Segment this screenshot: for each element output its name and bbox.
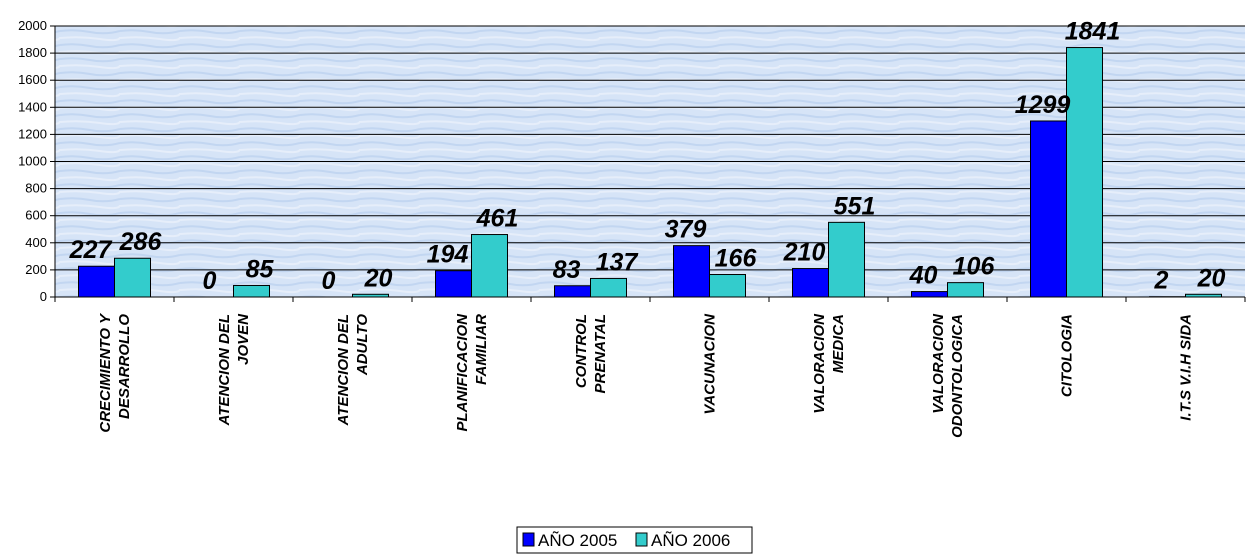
- data-label: 166: [715, 245, 758, 273]
- y-tick-label: 2000: [18, 18, 47, 33]
- y-tick-label: 1400: [18, 99, 47, 114]
- x-category-label-line: VALORACION: [930, 313, 947, 414]
- bar: [471, 234, 508, 298]
- bar: [911, 291, 948, 298]
- y-tick-label: 600: [25, 208, 47, 223]
- x-category-label-line: VALORACION: [811, 313, 828, 414]
- x-category-label-line: I.T.S V.I.H SIDA: [1178, 314, 1195, 421]
- y-tick-label: 1200: [18, 126, 47, 141]
- data-label: 0: [203, 267, 217, 295]
- bar: [673, 245, 710, 298]
- legend-entry-label: AÑO 2006: [651, 531, 730, 550]
- data-label: 85: [246, 255, 275, 283]
- bar: [233, 284, 270, 298]
- bar: [114, 257, 151, 298]
- bar: [1066, 47, 1103, 298]
- bar: [828, 221, 865, 298]
- x-category-label-line: CITOLOGIA: [1059, 314, 1076, 397]
- x-category-label: CRECIMIENTO Y DESARROLLO: [97, 312, 133, 433]
- data-label: 379: [665, 216, 707, 244]
- x-category-label-line: ATENCION DEL: [216, 314, 233, 426]
- y-tick-label: 1800: [18, 45, 47, 60]
- x-category-label: VACUNACION: [702, 313, 719, 415]
- x-category-label-line: ATENCION DEL: [335, 314, 352, 426]
- x-category-label-line: VACUNACION: [702, 313, 719, 415]
- legend: AÑO 2005 AÑO 2006: [516, 526, 753, 554]
- x-category-label-line: PRENATAL: [592, 314, 609, 393]
- bar: [709, 274, 746, 298]
- x-category-label: PLANIFICACION FAMILIAR: [454, 313, 490, 432]
- data-label: 137: [596, 248, 639, 276]
- y-tick-label: 0: [40, 289, 47, 304]
- data-label: 1841: [1065, 18, 1121, 46]
- bar: [435, 270, 472, 298]
- data-label: 210: [783, 239, 826, 267]
- bar: [590, 277, 627, 298]
- data-label: 1299: [1015, 91, 1071, 119]
- bar: [947, 282, 984, 298]
- x-category-label: ATENCION DEL ADULTO: [335, 314, 371, 427]
- x-category-label-line: ADULTO: [354, 314, 371, 376]
- data-label: 461: [476, 205, 519, 233]
- x-category-label-line: PLANIFICACION: [454, 313, 471, 432]
- x-category-label: VALORACION ODONTOLOGICA: [930, 313, 966, 438]
- data-label: 0: [322, 267, 336, 295]
- x-category-label: I.T.S V.I.H SIDA: [1178, 314, 1195, 421]
- x-category-label-line: ODONTOLOGICA: [949, 314, 966, 438]
- x-category-label-line: CONTROL: [573, 314, 590, 388]
- y-tick-label: 1000: [18, 154, 47, 169]
- data-label: 551: [834, 192, 876, 220]
- bar: [554, 285, 591, 298]
- x-category-label: CONTROL PRENATAL: [573, 314, 609, 393]
- legend-entry-label: AÑO 2005: [538, 531, 617, 550]
- x-category-label-line: MEDICA: [830, 314, 847, 373]
- x-category-label-line: DESARROLLO: [116, 314, 133, 419]
- x-category-label: CITOLOGIA: [1059, 314, 1076, 397]
- legend-swatch: [522, 532, 535, 547]
- legend-box: [516, 526, 753, 554]
- data-label: 20: [1197, 264, 1226, 292]
- x-category-label-line: CRECIMIENTO Y: [97, 312, 114, 433]
- data-label: 194: [427, 241, 469, 269]
- bar: [792, 268, 829, 298]
- x-category-label: VALORACION MEDICA: [811, 313, 847, 414]
- data-label: 40: [909, 262, 938, 290]
- legend-swatch: [635, 532, 648, 547]
- y-tick-label: 200: [25, 262, 47, 277]
- data-label: 106: [953, 253, 996, 281]
- x-category-label-line: JOVEN: [235, 313, 252, 365]
- data-label: 2: [1154, 267, 1169, 295]
- y-tick-label: 800: [25, 181, 47, 196]
- y-tick-label: 400: [25, 235, 47, 250]
- bar: [78, 265, 115, 298]
- y-tick-label: 1600: [18, 72, 47, 87]
- data-label: 83: [553, 256, 581, 284]
- data-label: 286: [119, 228, 163, 256]
- data-label: 20: [364, 264, 393, 292]
- data-label: 227: [69, 236, 113, 264]
- x-category-label-line: FAMILIAR: [473, 314, 490, 385]
- x-category-label: ATENCION DEL JOVEN: [216, 313, 252, 427]
- bar: [1030, 120, 1067, 298]
